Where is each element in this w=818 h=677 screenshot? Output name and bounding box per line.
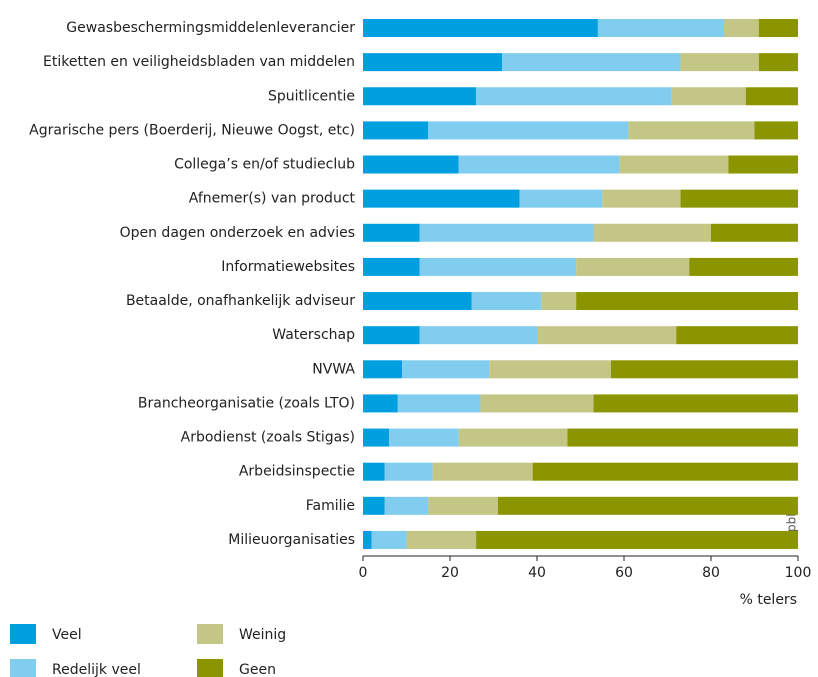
bar-segment: [363, 326, 420, 345]
bar-segment: [476, 87, 672, 106]
bar-segment: [758, 53, 798, 72]
bar-segment: [419, 257, 577, 276]
y-tick-label: Arbeidsinspectie: [239, 464, 355, 480]
bar-segment: [476, 530, 798, 549]
bar-segment: [428, 121, 629, 140]
bar-segment: [371, 530, 407, 549]
y-tick-label: Familie: [306, 498, 355, 514]
y-tick-label: Gewasbeschermingsmiddelenleverancier: [66, 20, 355, 36]
legend-swatch: [10, 659, 36, 677]
bar-segment: [628, 121, 755, 140]
legend-label: Redelijk veel: [52, 662, 141, 677]
legend-label: Geen: [239, 662, 276, 677]
bar-segment: [676, 326, 798, 345]
bar-segment: [724, 19, 759, 37]
bar-segment: [389, 428, 459, 447]
bar-segment: [758, 19, 798, 37]
x-tick-label: 80: [702, 565, 720, 581]
bar-segment: [432, 462, 533, 481]
x-tick-label: 100: [785, 565, 812, 581]
bar-segment: [363, 292, 472, 311]
bar-segment: [593, 394, 798, 413]
bar-segment: [384, 462, 433, 481]
bar-segment: [489, 360, 611, 379]
bar-segment: [567, 428, 798, 447]
bar-segment: [363, 53, 503, 72]
y-tick-label: Spuitlicentie: [268, 88, 355, 104]
bar-segment: [711, 223, 798, 242]
bar-segment: [754, 121, 798, 140]
bar-segment: [680, 189, 798, 208]
bar-segment: [458, 155, 620, 174]
bar-segment: [428, 496, 498, 515]
bar-segment: [728, 155, 798, 174]
y-tick-label: Open dagen onderzoek en advies: [120, 225, 355, 241]
bar-segment: [363, 223, 420, 242]
y-tick-label: Informatiewebsites: [221, 259, 355, 275]
y-tick-label: Collega’s en/of studieclub: [174, 157, 355, 173]
bar-segment: [680, 53, 759, 72]
x-tick-label: 60: [615, 565, 633, 581]
legend-label: Weinig: [239, 627, 286, 643]
y-tick-label: Arbodienst (zoals Stigas): [181, 430, 355, 446]
legend-swatch: [197, 624, 223, 644]
bar-segment: [363, 189, 520, 208]
y-tick-label: Afnemer(s) van product: [189, 191, 356, 207]
bar-segment: [363, 121, 429, 140]
bar-segment: [363, 360, 403, 379]
bar-segment: [384, 496, 429, 515]
bar-segment: [363, 19, 598, 37]
legend-swatch: [197, 659, 223, 677]
bar-segment: [497, 496, 798, 515]
bar-segment: [363, 462, 385, 481]
bar-segment: [402, 360, 490, 379]
y-tick-label: Waterschap: [272, 327, 355, 343]
y-tick-label: Milieuorganisaties: [228, 532, 355, 548]
bar-segment: [363, 87, 477, 106]
bar-segment: [537, 326, 677, 345]
legend-label: Veel: [52, 627, 82, 643]
bar-segment: [406, 530, 477, 549]
bar-segment: [480, 394, 594, 413]
bar-segment: [363, 496, 385, 515]
bar-segment: [363, 530, 372, 549]
y-tick-label: NVWA: [312, 361, 355, 377]
bar-segment: [602, 189, 681, 208]
bar-segment: [541, 292, 577, 311]
bar-segment: [363, 428, 390, 447]
bar-segment: [576, 292, 798, 311]
bar-segment: [397, 394, 481, 413]
bar-segment: [471, 292, 542, 311]
bar-segment: [363, 155, 459, 174]
bar-segment: [619, 155, 729, 174]
x-tick-label: 0: [359, 565, 368, 581]
bar-segment: [363, 394, 398, 413]
bar-segment: [593, 223, 711, 242]
bar-segment: [576, 257, 690, 276]
y-tick-label: Betaalde, onafhankelijk adviseur: [126, 293, 355, 309]
x-tick-label: 40: [528, 565, 546, 581]
bar-segment: [458, 428, 568, 447]
bar-segment: [363, 257, 420, 276]
x-axis-label: % telers: [740, 592, 797, 608]
bar-segment: [532, 462, 798, 481]
y-tick-label: Etiketten en veiligheidsbladen van midde…: [43, 54, 355, 70]
bar-segment: [610, 360, 798, 379]
bar-segment: [419, 223, 594, 242]
bar-segment: [597, 19, 725, 37]
y-tick-label: Agrarische pers (Boerderij, Nieuwe Oogst…: [29, 122, 355, 138]
bar-segment: [689, 257, 798, 276]
bar-segment: [419, 326, 537, 345]
bar-segment: [745, 87, 798, 106]
x-tick-label: 20: [441, 565, 459, 581]
bar-segment: [519, 189, 603, 208]
bar-segment: [502, 53, 681, 72]
legend-swatch: [10, 624, 36, 644]
bar-segment: [671, 87, 746, 106]
y-tick-label: Brancheorganisatie (zoals LTO): [138, 395, 355, 411]
